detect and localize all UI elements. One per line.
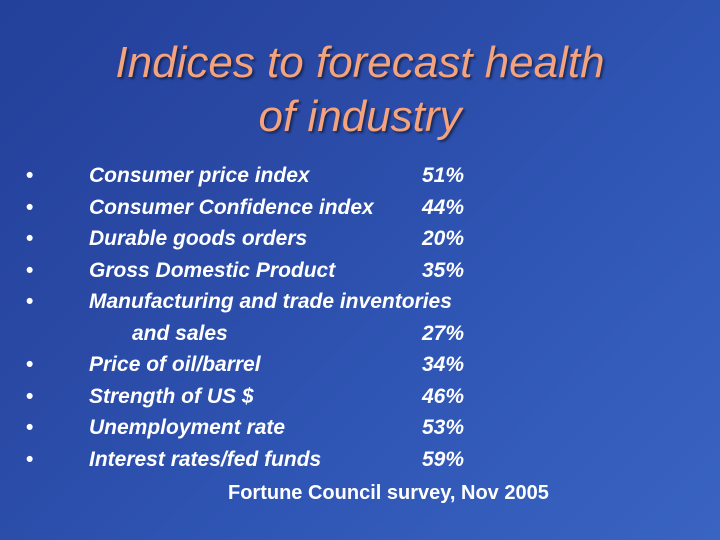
item-label: Interest rates/fed funds xyxy=(89,447,322,471)
list-item: • Gross Domestic Product 35% xyxy=(26,255,706,287)
source-caption: Fortune Council survey, Nov 2005 xyxy=(228,482,549,504)
item-value: 34% xyxy=(422,353,465,376)
item-value: 46% xyxy=(422,384,465,408)
bullet-icon: • xyxy=(26,227,34,250)
bullet-icon: • xyxy=(26,195,34,219)
item-value: 20% xyxy=(422,227,465,250)
item-label: Gross Domestic Product xyxy=(89,258,336,282)
bullet-list: • Consumer price index 51% • Consumer Co… xyxy=(26,160,706,475)
list-item: • Price of oil/barrel 34% xyxy=(26,349,706,381)
list-item: • Durable goods orders 20% xyxy=(26,223,706,255)
item-label: Price of oil/barrel xyxy=(89,353,261,376)
bullet-icon: • xyxy=(26,164,34,187)
item-label: Consumer price index xyxy=(89,164,310,187)
bullet-icon: • xyxy=(26,290,34,313)
title-line-1: Indices to forecast health xyxy=(115,38,605,87)
item-value: 51% xyxy=(422,164,465,187)
bullet-icon: • xyxy=(26,416,34,439)
list-item: • Interest rates/fed funds 59% xyxy=(26,444,706,476)
item-value: 44% xyxy=(422,195,465,219)
list-item: • Manufacturing and trade inventories an… xyxy=(26,286,706,349)
bullet-icon: • xyxy=(26,384,34,408)
list-item: • Consumer price index 51% xyxy=(26,160,706,192)
item-label: Strength of US $ xyxy=(89,384,254,408)
slide-title: Indices to forecast health of industry xyxy=(40,36,680,144)
item-label-continuation: and sales xyxy=(132,321,228,345)
item-label: Durable goods orders xyxy=(89,227,308,250)
item-value: 59% xyxy=(422,447,465,471)
bullet-icon: • xyxy=(26,447,34,471)
item-label: Unemployment rate xyxy=(89,416,286,439)
list-item: • Strength of US $ 46% xyxy=(26,381,706,413)
item-value: 53% xyxy=(422,416,465,439)
bullet-icon: • xyxy=(26,258,34,282)
item-value: 35% xyxy=(422,258,465,282)
bullet-icon: • xyxy=(26,353,34,376)
item-value: 27% xyxy=(422,321,465,345)
title-line-2: of industry xyxy=(258,92,462,141)
item-label: Consumer Confidence index xyxy=(89,195,374,219)
list-item: • Consumer Confidence index 44% xyxy=(26,192,706,224)
list-item: • Unemployment rate 53% xyxy=(26,412,706,444)
item-label: Manufacturing and trade inventories xyxy=(89,290,452,313)
